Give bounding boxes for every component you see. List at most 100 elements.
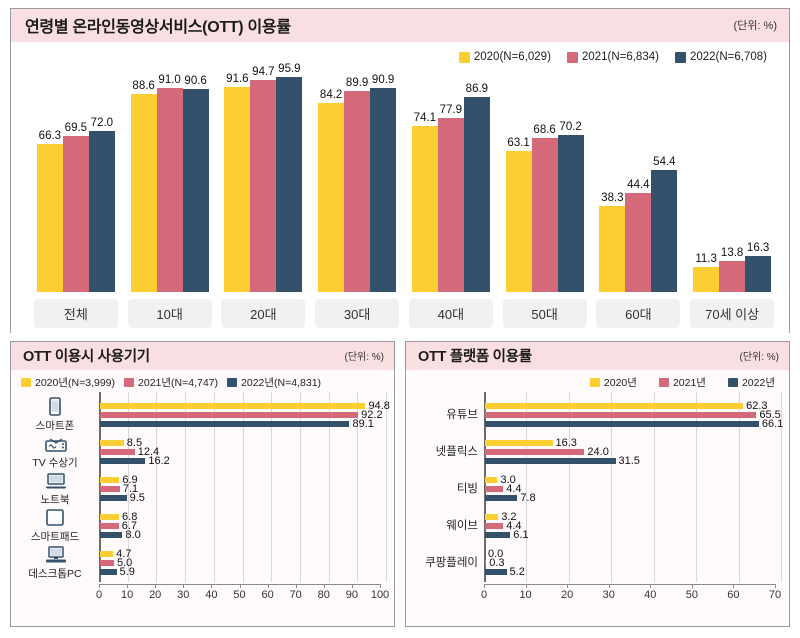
device-chart-panel: OTT 이용시 사용기기 (단위: %) 2020년(N=3,999) 2021년… xyxy=(10,341,395,627)
bar xyxy=(224,86,251,292)
row-bars: 3.0 4.4 7.8 xyxy=(484,470,775,507)
row-bars: 6.9 7.1 9.5 xyxy=(99,470,380,507)
bar-value-label: 0.0 xyxy=(488,548,504,561)
legend-label: 2020(N=6,029) xyxy=(473,51,551,63)
bar-value-label: 92.2 xyxy=(361,408,383,421)
laptop-icon xyxy=(44,471,67,491)
bar-value-label: 6.9 xyxy=(122,473,138,486)
bar: 12.4 xyxy=(100,446,159,458)
bar-rows: 스마트폰 94.8 92.2 89.1 TV 수상기 8.5 12.4 16.2 노트북 6.9 7… xyxy=(11,396,390,582)
main-legend-item: 2020(N=6,029) xyxy=(458,51,551,63)
legend-label: 2020년(N=3,999) xyxy=(35,377,116,389)
row-label: 스마트패드 xyxy=(11,508,99,544)
bar: 3.0 xyxy=(485,474,516,486)
bar xyxy=(599,206,626,292)
device-legend-item: 2020년(N=3,999) xyxy=(21,375,115,390)
desktop-icon xyxy=(44,545,66,565)
device-legend-item: 2021년(N=4,747) xyxy=(124,375,218,390)
bar-value-label: 95.9 xyxy=(278,63,301,76)
bar-group: 11.3 13.8 16.3 xyxy=(690,68,774,292)
row-label: TV 수상기 xyxy=(11,434,99,470)
bar-value-label: 44.4 xyxy=(627,178,650,191)
row-bars: 4.7 5.0 5.9 xyxy=(99,545,380,582)
bar: 65.5 xyxy=(485,408,781,420)
row-bars: 94.8 92.2 89.1 xyxy=(99,396,390,433)
x-axis-tick-label: 20 xyxy=(561,589,574,601)
legend-swatch-icon xyxy=(227,378,238,387)
bar: 94.8 xyxy=(100,399,390,411)
bar-column: 84.2 xyxy=(318,68,345,292)
legend-label: 2021년(N=4,747) xyxy=(138,377,219,389)
bar xyxy=(437,117,464,292)
legend-swatch-icon xyxy=(458,51,470,63)
row-label: 유튜브 xyxy=(446,408,478,421)
platform-legend-item: 2022년 xyxy=(727,375,775,390)
main-unit-label: (단위: %) xyxy=(733,20,777,32)
bar: 4.7 xyxy=(100,548,131,560)
bar: 5.2 xyxy=(485,566,525,578)
main-panel-header: 연령별 온라인동영상서비스(OTT) 이용률 (단위: %) xyxy=(11,9,789,42)
bar-row: 웨이브 3.2 4.4 6.1 xyxy=(406,508,775,545)
bar-value-label: 13.8 xyxy=(720,247,744,260)
bar xyxy=(36,143,63,292)
x-axis-tick xyxy=(323,584,325,588)
platform-unit-label: (단위: %) xyxy=(739,352,779,363)
bottom-panels-row: OTT 이용시 사용기기 (단위: %) 2020년(N=3,999) 2021년… xyxy=(10,341,790,627)
bar-group: 88.6 91.0 90.6 xyxy=(128,68,212,292)
bar-value-label: 3.2 xyxy=(501,510,517,523)
bar: 7.8 xyxy=(485,492,536,504)
x-axis-tick xyxy=(484,584,485,588)
bar-value-label: 90.9 xyxy=(371,74,395,87)
platform-panel-header: OTT 플랫폼 이용률 (단위: %) xyxy=(406,342,789,370)
bar-column: 68.6 xyxy=(531,68,558,292)
bar-column: 89.9 xyxy=(344,68,371,292)
bar-column: 16.3 xyxy=(745,68,772,292)
bar-value-label: 86.9 xyxy=(465,83,489,96)
main-legend-item: 2022(N=6,708) xyxy=(674,51,767,63)
row-label-text: 노트북 xyxy=(40,493,70,506)
x-axis-tick-label: 0 xyxy=(95,589,103,601)
row-bars: 62.3 65.5 66.1 xyxy=(484,396,783,433)
main-chart-legend: 2020(N=6,029) 2021(N=6,834) 2022(N=6,708) xyxy=(11,42,789,66)
legend-swatch-icon xyxy=(566,51,578,63)
bar: 3.2 xyxy=(485,511,517,523)
bar xyxy=(88,130,115,292)
x-axis-tick xyxy=(775,584,776,588)
x-axis-tick xyxy=(525,584,527,588)
bar xyxy=(625,192,652,292)
x-axis-tick-label: 70 xyxy=(289,589,302,601)
bar-column: 91.0 xyxy=(156,68,183,292)
legend-swatch-icon xyxy=(124,378,135,387)
bar-value-label: 9.5 xyxy=(129,491,145,504)
bar-value-label: 16.3 xyxy=(746,241,770,254)
legend-label: 2021(N=6,834) xyxy=(581,51,659,63)
bar xyxy=(557,134,584,292)
device-panel-header: OTT 이용시 사용기기 (단위: %) xyxy=(11,342,394,370)
x-axis-tick-label: 0 xyxy=(480,589,488,601)
bar-group: 63.1 68.6 70.2 xyxy=(503,68,587,292)
bar-value-label: 8.5 xyxy=(126,436,143,449)
bar-value-label: 54.4 xyxy=(653,156,676,169)
bar-value-label: 91.0 xyxy=(158,74,181,87)
x-axis-tick-label: 40 xyxy=(644,589,657,601)
bar xyxy=(156,88,183,292)
x-axis-tick-label: 50 xyxy=(233,589,246,601)
gridline xyxy=(386,392,387,582)
bar-value-label: 62.3 xyxy=(746,399,768,412)
bar xyxy=(505,150,532,292)
x-axis-tick-label: 80 xyxy=(317,589,330,601)
platform-chart-panel: OTT 플랫폼 이용률 (단위: %) 2020년 2021년 2022년 유튜브 6… xyxy=(405,341,790,627)
bar-group: 74.1 77.9 86.9 xyxy=(409,68,493,292)
bar-value-label: 38.3 xyxy=(601,192,624,205)
x-axis-tick-label: 40 xyxy=(205,589,218,601)
x-axis-tick xyxy=(239,584,241,588)
bar-column: 74.1 xyxy=(411,68,438,292)
main-chart-panel: 연령별 온라인동영상서비스(OTT) 이용률 (단위: %) 2020(N=6,… xyxy=(10,8,790,336)
main-legend-item: 2021(N=6,834) xyxy=(566,51,659,63)
x-axis-tick-label: 100 xyxy=(370,589,390,601)
bar-value-label: 63.1 xyxy=(507,136,530,149)
bar-value-label: 84.2 xyxy=(319,89,343,102)
bar-row: 넷플릭스 16.3 24.0 31.5 xyxy=(406,433,775,470)
bar xyxy=(318,103,345,292)
bar-value-label: 31.5 xyxy=(618,454,640,467)
